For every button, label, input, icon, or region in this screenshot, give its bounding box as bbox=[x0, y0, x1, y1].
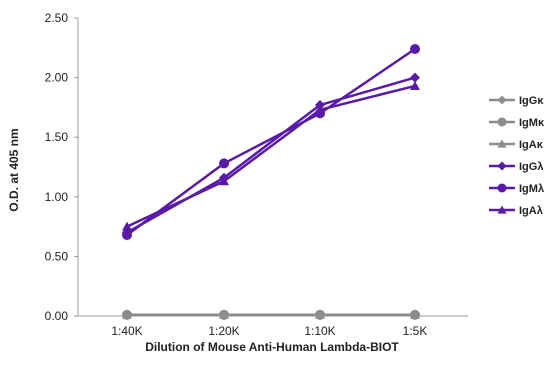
legend-entry: IgAκ bbox=[489, 139, 544, 151]
series-5 bbox=[122, 80, 420, 231]
x-tick-label: 1:40K bbox=[111, 324, 142, 338]
data-point bbox=[410, 72, 420, 83]
x-tick-label: 1:10K bbox=[304, 324, 335, 338]
data-point bbox=[315, 104, 325, 114]
data-point bbox=[219, 158, 229, 169]
legend-marker bbox=[497, 139, 507, 148]
x-tick-label: 1:20K bbox=[208, 324, 239, 338]
x-axis-title: Dilution of Mouse Anti-Human Lambda-BIOT bbox=[145, 340, 399, 354]
data-point bbox=[315, 309, 325, 319]
series-2 bbox=[122, 309, 420, 319]
y-tick-label: 0.50 bbox=[45, 249, 69, 263]
y-axis-title: O.D. at 405 nm bbox=[7, 128, 21, 211]
data-point bbox=[122, 229, 132, 240]
data-point bbox=[410, 309, 420, 319]
legend: IgGκ IgMκ IgAκ IgGλ IgMλ IgAλ bbox=[489, 95, 545, 217]
data-point bbox=[410, 80, 420, 90]
y-tick-label: 1.00 bbox=[45, 190, 69, 204]
legend-marker bbox=[497, 117, 507, 127]
legend-label: IgAλ bbox=[519, 205, 543, 217]
y-tick-labels: 0.00 0.50 1.00 1.50 2.00 2.50 bbox=[45, 11, 69, 323]
data-point bbox=[219, 176, 229, 186]
axes bbox=[74, 17, 468, 320]
data-point bbox=[122, 221, 132, 231]
y-tick-label: 2.50 bbox=[45, 11, 69, 25]
legend-entry: IgMκ bbox=[489, 117, 545, 129]
series-line bbox=[126, 76, 416, 234]
legend-marker bbox=[497, 95, 507, 105]
y-tick-label: 0.00 bbox=[45, 309, 69, 323]
legend-marker bbox=[497, 205, 507, 214]
legend-label: IgMλ bbox=[519, 183, 544, 195]
legend-entry: IgGκ bbox=[489, 95, 544, 107]
legend-entry: IgAλ bbox=[489, 205, 543, 217]
legend-marker bbox=[497, 183, 507, 193]
legend-label: IgMκ bbox=[519, 117, 545, 129]
legend-label: IgGκ bbox=[519, 95, 544, 107]
series-3 bbox=[122, 72, 420, 238]
x-tick-label: 1:5K bbox=[403, 324, 428, 338]
legend-marker bbox=[497, 161, 507, 171]
series-line bbox=[126, 47, 416, 236]
y-tick-label: 2.00 bbox=[45, 71, 69, 85]
legend-entry: IgMλ bbox=[489, 183, 544, 195]
series-group bbox=[122, 43, 420, 320]
data-point bbox=[219, 309, 229, 319]
series-4 bbox=[122, 43, 420, 240]
legend-label: IgGλ bbox=[519, 161, 543, 173]
data-point bbox=[122, 309, 132, 319]
data-point bbox=[410, 43, 420, 54]
x-tick-labels: 1:40K 1:20K 1:10K 1:5K bbox=[111, 324, 427, 338]
y-tick-label: 1.50 bbox=[45, 130, 69, 144]
series-line bbox=[126, 84, 416, 228]
legend-label: IgAκ bbox=[519, 139, 544, 151]
legend-entry: IgGλ bbox=[489, 161, 543, 173]
